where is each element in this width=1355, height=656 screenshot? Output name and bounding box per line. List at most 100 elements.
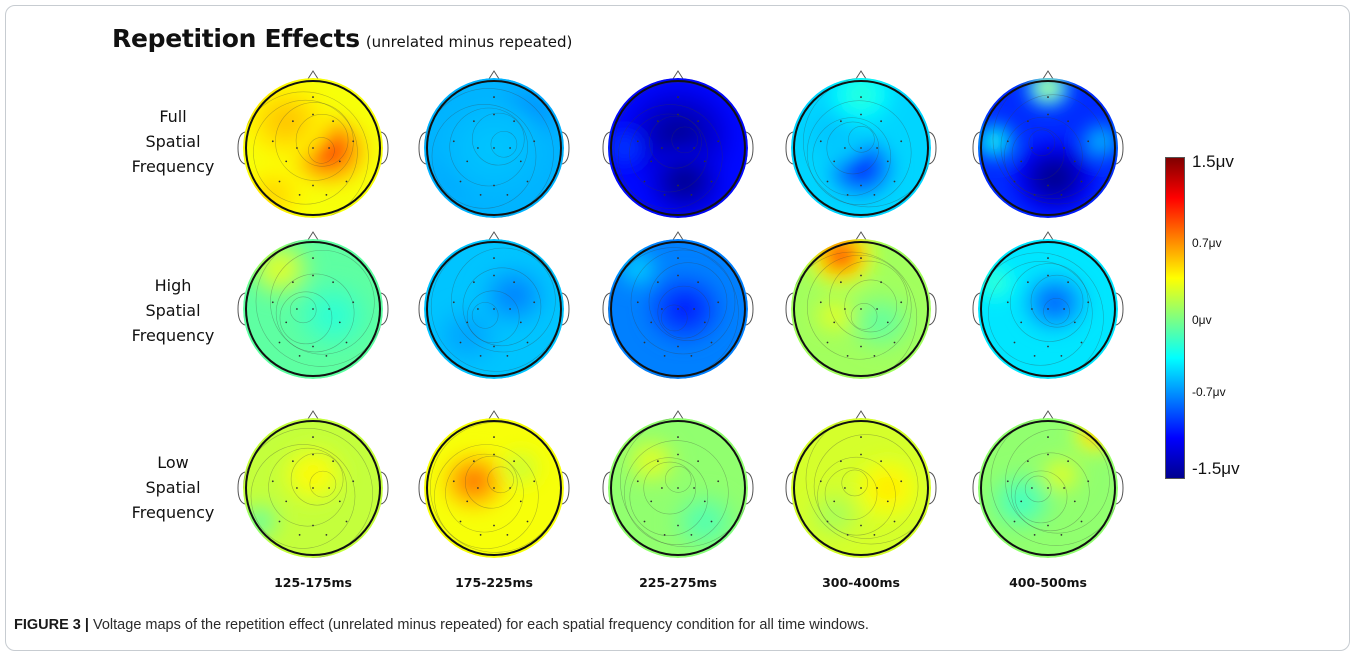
electrode-dot xyxy=(526,341,529,344)
electrode-dot xyxy=(325,355,328,357)
electrode-dot xyxy=(873,355,876,357)
ear-right xyxy=(745,131,754,165)
electrode-dot xyxy=(860,274,862,277)
electrode-dot xyxy=(513,120,515,123)
electrode-dot xyxy=(710,341,713,344)
electrode-dot xyxy=(1063,487,1065,489)
contour-line xyxy=(629,113,708,193)
contour-line xyxy=(805,418,931,545)
electrode-dot xyxy=(312,113,314,116)
potential-region xyxy=(1054,468,1069,481)
electrode-dot xyxy=(493,524,495,527)
electrode-dot xyxy=(493,345,495,348)
electrode-dot xyxy=(844,487,846,489)
contour-line xyxy=(490,130,518,158)
electrode-dot xyxy=(657,281,659,284)
contour-line xyxy=(1043,297,1070,325)
head-outline xyxy=(610,80,746,216)
contour-line xyxy=(988,261,1093,366)
contour-line xyxy=(434,444,539,549)
electrode-dot xyxy=(826,180,829,183)
electrode-dot xyxy=(533,140,536,143)
electrode-dot xyxy=(506,355,509,357)
electrode-dot xyxy=(1047,308,1049,310)
electrode-dot xyxy=(1047,345,1049,348)
electrode-dot xyxy=(1063,147,1065,149)
potential-region xyxy=(514,461,528,474)
potential-region xyxy=(463,472,484,491)
electrode-dot xyxy=(1020,160,1023,163)
electrode-dot xyxy=(1033,194,1036,196)
electrode-dot xyxy=(636,480,639,483)
electrode-dot xyxy=(636,140,639,143)
topography-map xyxy=(602,70,754,218)
contour-line xyxy=(664,466,692,493)
electrode-dot xyxy=(278,520,281,523)
electrode-dot xyxy=(900,301,903,304)
contour-line xyxy=(431,104,537,209)
contour-line xyxy=(1030,274,1084,328)
topography-map xyxy=(972,410,1124,558)
electrode-dot xyxy=(493,96,495,98)
contour-line xyxy=(471,302,499,329)
electrode-dot xyxy=(1067,120,1069,123)
contour-line xyxy=(817,456,896,536)
row-label-line: Spatial xyxy=(145,478,201,497)
ear-left xyxy=(785,292,794,326)
electrode-dot xyxy=(1006,301,1009,304)
electrode-dot xyxy=(459,341,462,344)
ear-left xyxy=(785,471,794,505)
electrode-dot xyxy=(459,180,462,183)
electrode-dot xyxy=(312,487,314,489)
electrode-dot xyxy=(452,301,455,304)
contour-line xyxy=(250,444,356,549)
electrode-dot xyxy=(819,480,822,483)
electrode-dot xyxy=(493,184,495,187)
contour-line xyxy=(1011,127,1065,181)
electrode-dot xyxy=(833,321,836,324)
electrode-dot xyxy=(338,160,341,163)
contour-line xyxy=(275,273,355,353)
electrode-dot xyxy=(509,147,511,149)
electrode-dot xyxy=(1031,308,1033,310)
electrode-dot xyxy=(1080,341,1083,344)
colorbar-lower-label: -0.7μv xyxy=(1192,385,1226,399)
potential-region xyxy=(317,140,341,162)
electrode-dot xyxy=(452,480,455,483)
electrode-dot xyxy=(703,160,706,163)
electrode-dot xyxy=(643,520,646,523)
electrode-dot xyxy=(473,460,475,463)
topography-map xyxy=(237,410,389,558)
ear-left xyxy=(602,292,611,326)
electrode-dot xyxy=(860,184,862,187)
electrode-dot xyxy=(873,534,876,536)
electrode-dot xyxy=(1067,281,1069,284)
contour-line xyxy=(462,267,542,347)
electrode-dot xyxy=(296,308,298,310)
colorbar-max-label: 1.5μv xyxy=(1192,152,1234,171)
electrode-dot xyxy=(312,308,314,310)
potential-region xyxy=(1041,81,1055,94)
electrode-dot xyxy=(826,341,829,344)
contour-line xyxy=(289,296,317,324)
contour-line xyxy=(844,279,897,333)
electrode-dot xyxy=(636,301,639,304)
topography-map xyxy=(602,410,754,558)
electrode-dot xyxy=(1060,194,1063,196)
potential-region xyxy=(617,141,632,155)
title-sub: (unrelated minus repeated) xyxy=(365,33,573,51)
contour-line xyxy=(424,88,554,218)
electrode-dot xyxy=(519,500,522,503)
electrode-dot xyxy=(893,341,896,344)
electrode-dot xyxy=(312,453,314,456)
electrode-dot xyxy=(1047,113,1049,116)
contour-line xyxy=(978,252,1104,379)
topography-map xyxy=(418,231,570,379)
electrode-dot xyxy=(1047,453,1049,456)
electrode-dot xyxy=(860,345,862,348)
electrode-dot xyxy=(1073,321,1076,324)
contour-line xyxy=(617,104,723,209)
electrode-dot xyxy=(493,453,495,456)
ear-left xyxy=(418,292,427,326)
electrode-dot xyxy=(312,274,314,277)
